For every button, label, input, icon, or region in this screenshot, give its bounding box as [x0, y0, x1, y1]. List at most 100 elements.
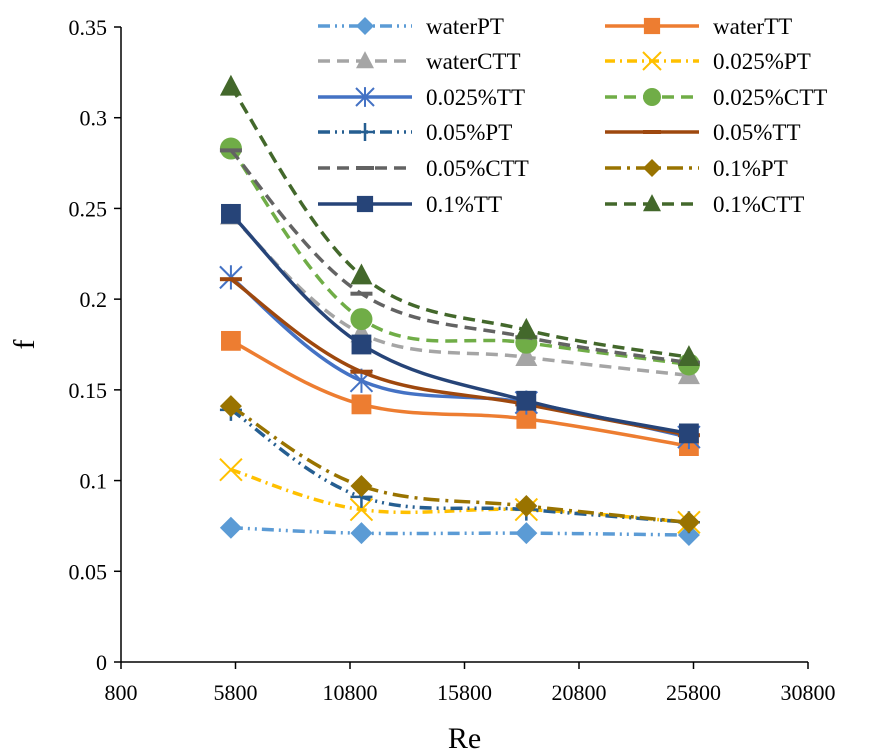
data-point: [219, 148, 242, 153]
series-0.1%TT: [221, 203, 699, 444]
series-waterPT: [219, 516, 700, 546]
x-tick-label: 30800: [781, 680, 836, 705]
legend-label: 0.025%PT: [713, 49, 811, 74]
legend-item: 0.025%PT: [605, 49, 811, 74]
axes: 800 5800 10800 15800 20800 25800 30800 0 0.05 0.…: [8, 15, 836, 754]
legend-marker: [356, 166, 374, 170]
x-axis-title: Re: [448, 722, 481, 754]
data-point: [221, 203, 241, 224]
series-line: [229, 408, 690, 525]
legend-item: 0.1%CTT: [605, 192, 804, 217]
legend-marker: [643, 17, 661, 35]
series-line: [230, 404, 690, 525]
data-point: [350, 369, 373, 374]
data-point: [515, 345, 538, 366]
data-point: [350, 263, 373, 285]
data-point: [516, 408, 537, 429]
series-0.05%PT: [219, 398, 700, 534]
legend-item: waterTT: [605, 14, 792, 39]
series-line: [229, 149, 690, 365]
legend-label: 0.05%PT: [426, 120, 512, 145]
legend-label: 0.025%CTT: [713, 85, 827, 110]
series-waterCTT: [219, 203, 700, 385]
data-point: [350, 291, 373, 296]
data-point: [677, 345, 700, 366]
y-tick-label: 0.2: [80, 287, 108, 312]
legend: waterPT waterTT waterCTT 0.025%PT 0.025%TT 0.…: [318, 14, 827, 217]
y-ticks: 0 0.05 0.1 0.15 0.2 0.25 0.3 0.35: [69, 15, 121, 675]
data-point: [350, 308, 373, 331]
data-point: [515, 317, 538, 339]
y-tick-label: 0.05: [69, 559, 108, 584]
legend-item: 0.05%TT: [605, 120, 801, 145]
legend-label: 0.05%CTT: [426, 156, 529, 181]
series-line: [229, 212, 690, 436]
series-line: [230, 339, 690, 448]
y-tick-label: 0.25: [69, 196, 108, 221]
legend-marker: [356, 123, 374, 141]
data-point: [677, 511, 700, 534]
legend-marker: [356, 195, 374, 213]
data-point: [219, 457, 243, 482]
legend-label: waterPT: [426, 14, 504, 39]
data-point: [350, 522, 373, 545]
legend-item: 0.025%TT: [318, 85, 525, 110]
data-point: [515, 494, 538, 517]
legend-marker: [355, 87, 375, 107]
legend-item: waterPT: [318, 14, 504, 39]
series-waterTT: [221, 330, 699, 456]
legend-marker: [643, 130, 661, 134]
legend-label: 0.1%TT: [426, 192, 502, 217]
data-point: [219, 277, 242, 282]
data-point: [677, 524, 700, 546]
legend-item: 0.05%PT: [318, 120, 512, 145]
data-point: [219, 74, 242, 96]
legend-marker: [356, 51, 374, 69]
x-tick-label: 800: [105, 680, 138, 705]
y-axis-title: f: [8, 340, 41, 350]
data-point: [349, 497, 374, 522]
legend-label: 0.1%CTT: [713, 192, 804, 217]
series-line: [229, 147, 690, 367]
legend-label: 0.1%PT: [713, 156, 788, 181]
x-tick-label: 5800: [214, 680, 258, 705]
data-point: [351, 334, 372, 355]
series-0.025%PT: [219, 457, 701, 535]
data-point: [221, 330, 241, 351]
data-point: [219, 395, 242, 418]
y-tick-label: 0.15: [69, 378, 108, 403]
legend-label: waterTT: [713, 14, 792, 39]
series-line: [230, 525, 689, 537]
legend-marker: [643, 194, 661, 212]
legend-item: 0.1%TT: [318, 192, 502, 217]
data-point: [679, 423, 699, 444]
data-point: [515, 522, 538, 545]
legend-label: 0.05%TT: [713, 120, 801, 145]
x-ticks: 800 5800 10800 15800 20800 25800 30800: [105, 662, 836, 705]
x-tick-label: 15800: [437, 680, 492, 705]
series-0.1%PT: [219, 395, 700, 534]
legend-item: 0.025%CTT: [605, 85, 827, 110]
legend-label: waterCTT: [426, 49, 521, 74]
legend-marker: [643, 159, 661, 177]
x-tick-label: 10800: [323, 680, 378, 705]
x-tick-label: 25800: [666, 680, 721, 705]
legend-item: waterCTT: [318, 49, 521, 74]
data-point: [351, 394, 372, 415]
series-line: [229, 277, 690, 437]
data-point: [516, 390, 537, 411]
plot-series: [219, 74, 701, 546]
y-tick-label: 0.3: [80, 106, 108, 131]
legend-marker: [643, 88, 661, 106]
legend-item: 0.1%PT: [605, 156, 788, 181]
data-point: [219, 516, 242, 539]
y-tick-label: 0: [96, 650, 107, 675]
legend-marker: [642, 51, 662, 71]
legend-item: 0.05%CTT: [318, 156, 529, 181]
legend-label: 0.025%TT: [426, 85, 525, 110]
legend-marker: [356, 17, 374, 35]
y-tick-label: 0.1: [80, 469, 108, 494]
series-0.1%CTT: [219, 74, 700, 366]
